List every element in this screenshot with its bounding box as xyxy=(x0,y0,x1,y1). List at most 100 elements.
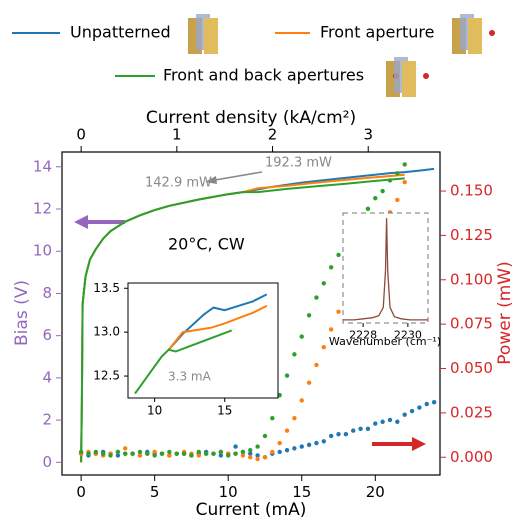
x-tick-label: 5 xyxy=(150,483,160,501)
y2-axis-label: Power (mW) xyxy=(495,261,515,364)
data-point xyxy=(306,442,312,448)
x-tick-label: 20 xyxy=(366,483,385,501)
device-icon xyxy=(188,14,218,54)
x-tick-label: 10 xyxy=(147,404,162,418)
data-point xyxy=(248,451,253,456)
data-point xyxy=(248,447,253,453)
y-tick-label: 12 xyxy=(33,200,52,218)
data-point xyxy=(328,327,334,332)
data-point xyxy=(292,416,297,421)
data-point xyxy=(181,451,187,456)
data-point xyxy=(115,449,121,455)
data-point xyxy=(277,449,282,455)
data-point xyxy=(314,295,319,300)
data-point xyxy=(365,426,371,432)
y2-tick-label: 0.025 xyxy=(450,403,493,421)
x-tick-label: 15 xyxy=(292,483,311,501)
data-point xyxy=(306,313,312,318)
data-point xyxy=(152,453,157,458)
y-tick-label: 12.5 xyxy=(93,369,120,383)
y2-tick-label: 0.125 xyxy=(450,226,493,244)
data-point xyxy=(373,421,378,426)
data-point xyxy=(321,439,327,444)
data-point xyxy=(328,265,334,270)
data-point xyxy=(424,401,429,407)
device-icon xyxy=(386,57,429,97)
data-point xyxy=(387,178,393,183)
x2-axis-label: Current density (kA/cm²) xyxy=(146,108,356,128)
data-point xyxy=(100,451,106,456)
y2-tick-label: 0.150 xyxy=(450,182,493,200)
data-point xyxy=(284,428,290,433)
data-point xyxy=(343,431,349,437)
data-point xyxy=(108,453,113,458)
data-point xyxy=(137,449,143,455)
y-tick-label: 13.5 xyxy=(93,281,120,295)
data-point xyxy=(402,412,407,417)
data-point xyxy=(380,419,385,424)
data-point xyxy=(351,428,356,433)
data-point xyxy=(402,162,407,167)
data-point xyxy=(240,453,246,458)
x2-tick-label: 3 xyxy=(363,125,373,143)
data-point xyxy=(137,453,143,458)
x-axis-label: Current (mA) xyxy=(196,500,307,520)
y2-tick-label: 0.075 xyxy=(450,315,493,333)
data-point xyxy=(115,453,121,458)
data-point xyxy=(395,171,400,176)
data-point xyxy=(255,456,260,462)
data-point xyxy=(336,431,341,437)
plot-frame xyxy=(61,151,441,476)
data-point xyxy=(299,398,304,403)
data-point xyxy=(292,446,297,451)
data-point xyxy=(358,426,363,432)
y2-tick-label: 0.100 xyxy=(450,270,493,288)
x2-tick-label: 2 xyxy=(268,125,278,143)
data-point xyxy=(277,440,282,446)
data-line xyxy=(343,218,428,321)
data-point xyxy=(211,451,216,456)
x-tick-label: 10 xyxy=(219,483,238,501)
x-tick-label: 0 xyxy=(76,483,86,501)
data-point xyxy=(78,449,84,455)
data-point xyxy=(314,362,319,368)
x-axis-label: Wavenumber (cm⁻¹) xyxy=(329,335,441,348)
data-point xyxy=(196,449,201,455)
data-point xyxy=(248,455,253,460)
device-icon xyxy=(452,14,495,54)
data-point xyxy=(255,453,260,458)
data-point xyxy=(262,433,268,439)
data-point xyxy=(328,433,334,439)
data-point xyxy=(145,451,150,456)
legend: Unpatterned Front aperture Front and bac… xyxy=(12,14,495,97)
data-point xyxy=(314,440,319,446)
data-point xyxy=(373,195,378,201)
data-point xyxy=(240,449,246,455)
x-tick-label: 2230 xyxy=(394,328,422,341)
data-point xyxy=(189,453,194,458)
data-line xyxy=(167,304,268,351)
data-point xyxy=(277,392,282,398)
annotation: 142.9 mW xyxy=(145,176,212,191)
data-point xyxy=(174,451,179,456)
annotation: 3.3 mA xyxy=(168,370,212,384)
y-tick-label: 13.0 xyxy=(93,325,120,339)
x2-tick-label: 1 xyxy=(172,125,182,143)
data-point xyxy=(196,453,201,458)
data-point xyxy=(255,444,260,449)
x-tick-label: 15 xyxy=(217,404,232,418)
data-point xyxy=(123,451,128,456)
data-point xyxy=(365,206,371,211)
y-tick-label: 0 xyxy=(42,453,52,471)
data-point xyxy=(167,449,172,455)
data-point xyxy=(387,417,393,423)
legend-label: Front aperture xyxy=(320,23,434,42)
data-point xyxy=(93,449,99,455)
y-tick-label: 6 xyxy=(42,326,52,344)
data-point xyxy=(299,444,304,449)
data-point xyxy=(409,408,415,414)
data-line xyxy=(134,329,233,395)
y-tick-label: 4 xyxy=(42,368,52,386)
x2-tick-label: 0 xyxy=(76,125,86,143)
